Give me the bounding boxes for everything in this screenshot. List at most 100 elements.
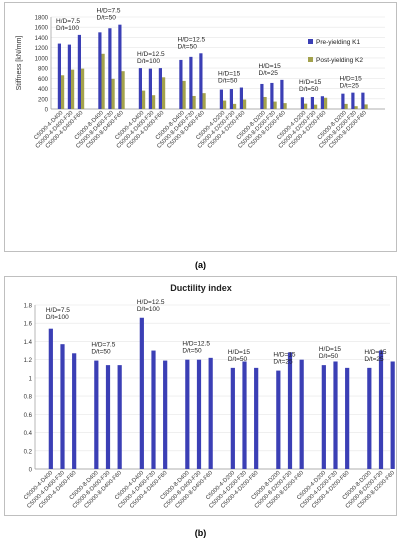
bar-k1 [260, 83, 264, 109]
bar-ductility [185, 359, 190, 469]
bar-ductility [139, 317, 144, 469]
group-label-dt: D/t=100 [46, 314, 69, 321]
group-label-hd: H/D=15 [299, 79, 322, 86]
y-tick-label: 1000 [35, 56, 49, 62]
group-label-hd: H/D=15 [364, 349, 387, 356]
bar-k2 [344, 103, 348, 109]
bar-k2 [364, 104, 368, 109]
stiffness-chart-panel: 0 200 400 600 800 1000 1200 1400 1600 1800 Stiffne… [4, 2, 397, 252]
bar-ductility [345, 367, 350, 469]
bar-k2 [81, 68, 85, 109]
group-label-hd: H/D=15 [273, 352, 296, 359]
group-label-dt: D/t=25 [340, 83, 360, 90]
bar-ductility [287, 352, 293, 469]
group-label-hd: H/D=15 [340, 76, 363, 83]
bar-k2 [273, 101, 277, 109]
y-tick-label: 1.2 [24, 358, 33, 364]
bar-ductility [367, 367, 372, 469]
group-label-dt: D/t=50 [299, 86, 319, 93]
bar-ductility [276, 370, 281, 469]
group-label-dt: D/t=100 [56, 25, 79, 32]
bar-k2 [304, 103, 308, 109]
bar-k2 [142, 90, 146, 109]
bar-k1 [300, 97, 304, 109]
bar-k2 [101, 53, 105, 109]
bar-k1 [351, 92, 355, 109]
bar-k1 [361, 92, 365, 109]
bar-k1 [239, 87, 243, 109]
bar-k1 [189, 56, 193, 109]
group-label-dt: D/t=100 [137, 306, 160, 313]
bar-ductility [60, 344, 65, 469]
bar-k2 [121, 71, 125, 109]
bar-k1 [179, 59, 183, 109]
group-label-hd: H/D=7.5 [97, 8, 121, 15]
bar-k2 [182, 80, 186, 109]
bar-k1 [158, 68, 162, 109]
bar-k1 [280, 79, 284, 109]
bar-k2 [223, 100, 227, 109]
bar-k2 [202, 93, 206, 109]
y-tick-label: 1600 [35, 26, 49, 32]
ductility-chart-panel: Ductility index 0 0.2 0.4 0.6 0.8 1 1.2 1.4 1.6 1.… [4, 276, 397, 516]
y-tick-label: 400 [38, 87, 49, 93]
bar-k2 [243, 99, 247, 109]
group-label-hd: H/D=7.5 [56, 18, 80, 25]
bar-ductility [254, 367, 259, 469]
bar-k2 [233, 103, 237, 109]
legend-label: Post-yielding K2 [316, 57, 363, 64]
group-label-hd: H/D=15 [259, 63, 282, 70]
group-label-dt: D/t=50 [319, 353, 339, 360]
y-tick-label: 1.6 [24, 322, 33, 328]
bar-k1 [270, 82, 274, 109]
group-label-dt: D/t=50 [97, 15, 117, 22]
bar-ductility [333, 361, 338, 469]
bar-k1 [67, 44, 71, 109]
y-tick-label: 1 [29, 376, 33, 382]
group-label-hd: H/D=12.5 [137, 51, 165, 58]
legend-swatch [308, 39, 313, 44]
y-tick-label: 200 [38, 97, 49, 103]
group-label-dt: D/t=25 [364, 356, 384, 363]
bar-k1 [320, 96, 324, 109]
y-tick-label: 0.8 [24, 395, 33, 401]
y-tick-label: 0.4 [24, 431, 33, 437]
bar-k2 [111, 78, 115, 109]
bar-k1 [108, 28, 112, 109]
bar-k2 [263, 96, 267, 109]
group-label-hd: H/D=15 [228, 349, 251, 356]
bar-ductility [299, 359, 304, 469]
group-label-dt: D/t=25 [273, 359, 293, 366]
group-label-dt: D/t=50 [91, 349, 111, 356]
y-tick-label: 600 [38, 77, 49, 83]
bar-k1 [341, 93, 345, 109]
y-tick-label: 800 [38, 67, 49, 73]
y-tick-label: 1800 [35, 16, 49, 22]
bar-ductility [151, 350, 156, 469]
bar-ductility [72, 353, 77, 469]
bar-ductility [242, 361, 247, 469]
bar-ductility [378, 350, 384, 469]
bar-k1 [138, 68, 142, 109]
bar-k2 [192, 95, 196, 109]
bar-k1 [118, 24, 122, 110]
y-tick-label: 1200 [35, 46, 49, 52]
group-label-dt: D/t=25 [259, 70, 279, 77]
y-tick-label: 1400 [35, 36, 49, 42]
legend-swatch [308, 57, 313, 62]
bar-k1 [148, 68, 152, 109]
y-tick-label: 1.8 [24, 304, 33, 310]
bar-ductility [94, 360, 99, 469]
bar-k1 [229, 89, 233, 109]
bar-k2 [61, 75, 65, 109]
group-label-dt: D/t=50 [182, 348, 202, 355]
bar-ductility [48, 328, 53, 469]
bar-ductility [196, 359, 202, 469]
group-label-hd: H/D=7.5 [91, 342, 115, 349]
group-label-hd: H/D=7.5 [46, 307, 70, 314]
bar-k2 [71, 69, 75, 109]
group-label-hd: H/D=15 [218, 71, 241, 78]
group-label-dt: D/t=50 [178, 43, 198, 50]
bar-ductility [208, 357, 213, 469]
bar-ductility [230, 367, 235, 469]
